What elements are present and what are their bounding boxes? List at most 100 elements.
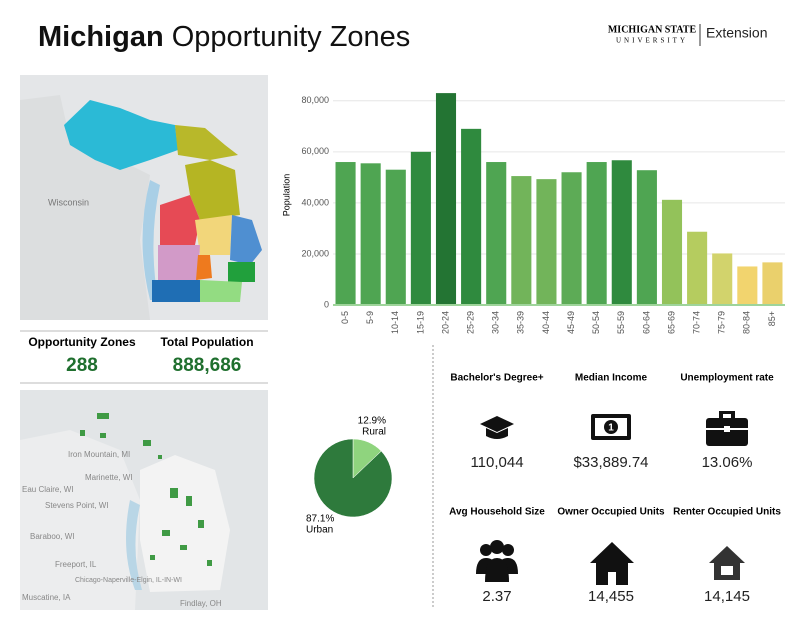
bar [561,172,582,305]
region [230,215,262,265]
indicator-label: Median Income [575,373,648,384]
slice-category-label: Rural [362,427,386,438]
lake [142,180,160,300]
map-label: Freeport, IL [55,560,97,569]
land [20,95,150,320]
summary-value: 888,686 [173,355,242,376]
x-tick-label: 40-44 [541,311,551,334]
indicator-value: 13.06% [702,454,753,471]
bar [586,162,607,305]
map-label: Stevens Point, WI [45,501,109,510]
bar [611,160,632,305]
bar [636,170,657,305]
x-tick-label: 60-64 [641,311,651,334]
zone-map: Wisconsin [20,75,268,320]
logo-bottom: UNIVERSITY [616,37,688,45]
page-title: Michigan Opportunity Zones [38,21,410,53]
x-tick-label: 50-54 [591,311,601,334]
bar [687,231,708,305]
bar [360,163,381,305]
x-tick-label: 80-84 [742,311,752,334]
summary-value: 288 [66,355,98,376]
bar [335,162,356,305]
region [160,195,200,245]
icon-money: 1 [591,414,631,440]
x-tick-label: 85+ [767,311,777,326]
map-label: Wisconsin [48,197,89,207]
x-tick-label: 0-5 [340,311,350,324]
bar [762,262,783,305]
indicator-label: Avg Household Size [449,507,545,518]
region [152,280,200,302]
map-label: Muscatine, IA [22,593,71,602]
indicator-label: Unemployment rate [680,373,774,384]
x-tick-label: 20-24 [440,311,450,334]
x-tick-label: 65-69 [666,311,676,334]
map-label: Marinette, WI [85,473,133,482]
title-bold: Michigan [38,21,164,53]
land [140,455,230,592]
bar [737,266,758,305]
bar [536,179,557,305]
summary-label: Total Population [160,335,253,349]
bar [385,169,406,305]
summary-label: Opportunity Zones [28,335,136,349]
icon-people [476,540,518,582]
zone-point-map: Iron Mountain, MI Marinette, WI Eau Clai… [20,390,268,610]
bar [712,253,733,305]
svg-text:1: 1 [608,423,614,434]
bar [461,128,482,305]
indicator-label: Owner Occupied Units [557,507,665,518]
map-label: Eau Claire, WI [22,485,74,494]
x-tick-label: 25-29 [465,311,475,334]
region [228,262,255,282]
indicator-label: Bachelor's Degree+ [450,373,543,384]
icon-house [590,542,634,585]
zone-points [80,413,212,566]
land [20,430,140,610]
x-tick-label: 5-9 [365,311,375,324]
y-tick-label: 20,000 [301,248,329,258]
x-tick-label: 70-74 [691,311,701,334]
indicator-value: 14,455 [588,588,634,605]
region [175,125,238,160]
bar [410,151,431,305]
map-label: Findlay, OH [180,599,222,608]
map-label: Baraboo, WI [30,532,74,541]
slice-category-label: Urban [306,525,333,536]
map-label: Chicago-Naperville-Elgin, IL-IN-WI [75,577,182,584]
bar [661,199,683,305]
region [200,280,242,302]
pie-chart: 12.9%Rural 87.1%Urban [306,416,393,536]
title-rest: Opportunity Zones [172,21,411,53]
bar [486,162,507,305]
x-tick-label: 15-19 [415,311,425,334]
bar [435,93,457,305]
icon-house [709,546,745,580]
slice-value-label: 12.9% [358,416,386,427]
region [195,215,232,255]
x-tick-label: 35-39 [516,311,526,334]
x-tick-label: 30-34 [491,311,501,334]
region [64,100,178,170]
icon-briefcase [706,411,748,446]
indicator-label: Renter Occupied Units [673,507,781,518]
pie-slice [313,438,393,518]
x-tick-label: 55-59 [616,311,626,334]
x-tick-label: 10-14 [390,311,400,334]
bar-chart: Population 0 20,000 40,000 60,000 80,000 0-5 5… [281,93,785,334]
y-tick-label: 40,000 [301,197,329,207]
x-tick-label: 45-49 [566,311,576,334]
x-tick-label: 75-79 [717,311,727,334]
lake [126,500,142,590]
logo-right: Extension [706,25,767,41]
y-tick-label: 60,000 [301,146,329,156]
region [196,255,212,280]
indicator-value: 110,044 [470,454,523,471]
slice-value-label: 87.1% [306,514,334,525]
region [158,245,200,280]
y-axis-title: Population [281,174,291,217]
y-tick-label: 0 [324,299,329,309]
indicator-value: 2.37 [482,588,511,605]
